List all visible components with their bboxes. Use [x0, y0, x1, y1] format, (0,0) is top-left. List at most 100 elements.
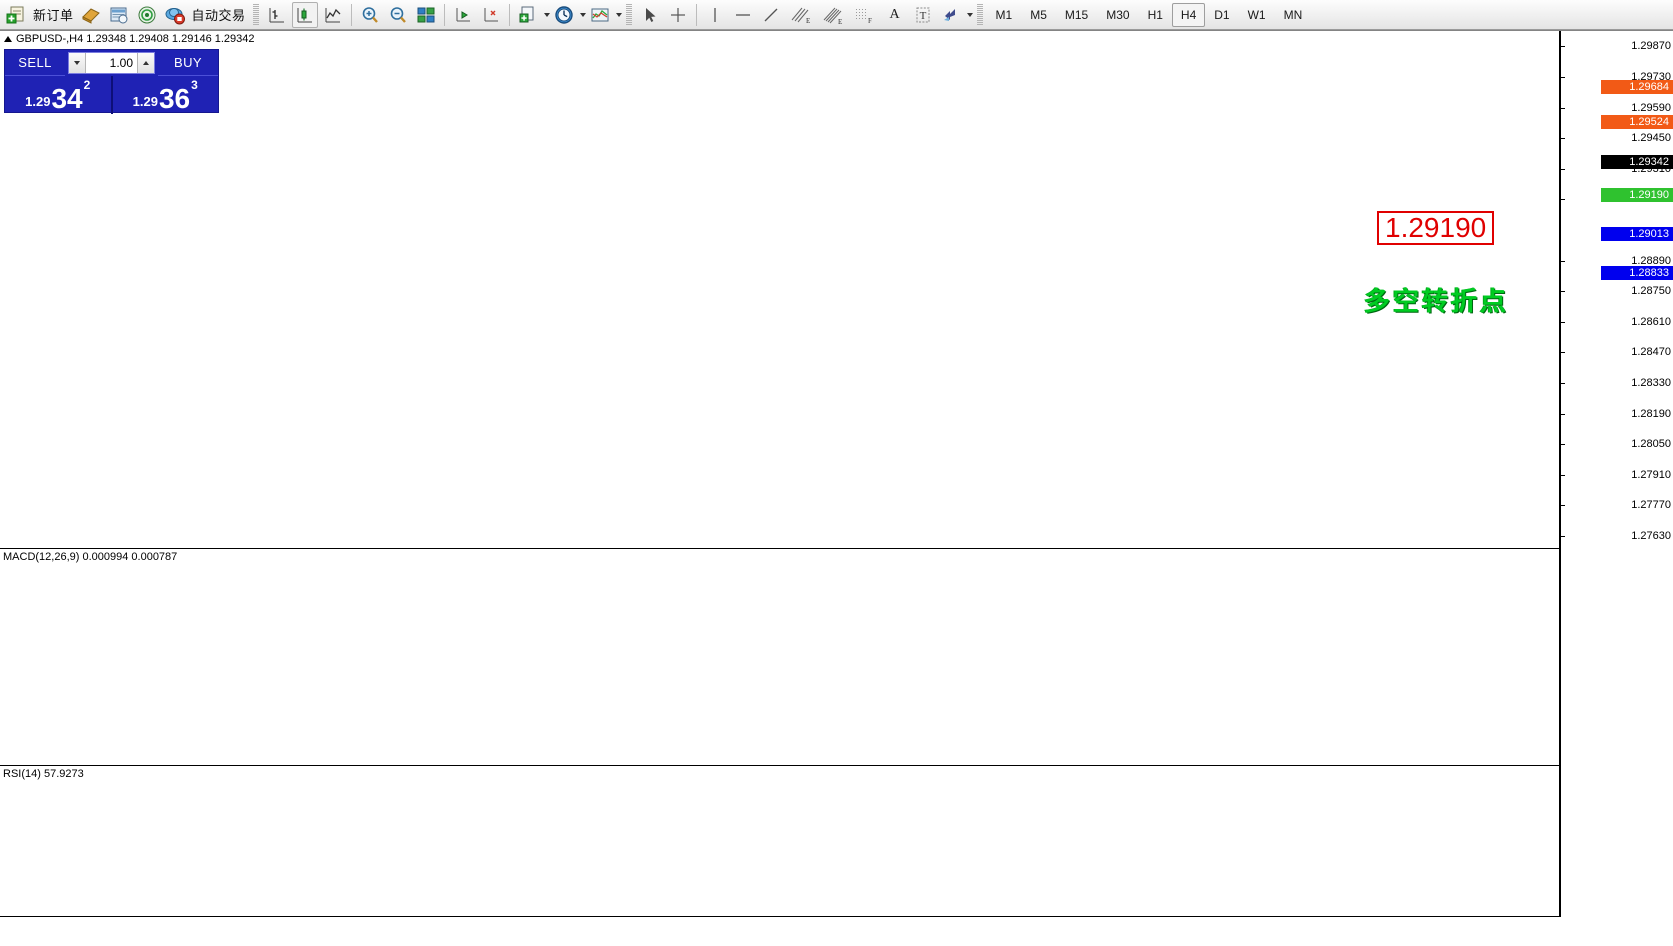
oct-price-row: 1.29 34 2 1.29 36 3: [5, 76, 218, 114]
price-axis-divider: [1559, 31, 1560, 946]
navigator-icon[interactable]: [134, 2, 160, 28]
volume-input[interactable]: 1.00: [109, 56, 133, 70]
trendline-icon[interactable]: [758, 2, 784, 28]
bar-chart-icon[interactable]: [264, 2, 290, 28]
price-axis-label: 1.28470: [1631, 346, 1671, 359]
resistance-line-label[interactable]: 1.29524: [1601, 114, 1673, 129]
chart-shift-icon[interactable]: [450, 2, 476, 28]
chart-title: GBPUSD-,H4 1.29348 1.29408 1.29146 1.293…: [4, 33, 255, 45]
price-axis-label: 1.28750: [1631, 285, 1671, 298]
indicators-icon[interactable]: [587, 2, 613, 28]
rsi-pane[interactable]: RSI(14) 57.9273: [0, 765, 1559, 917]
timeframe-button-d1[interactable]: D1: [1214, 7, 1230, 22]
volume-decrease-button[interactable]: [69, 53, 86, 73]
auto-scroll-icon[interactable]: [478, 2, 504, 28]
timeframe-button-m1[interactable]: M1: [995, 7, 1013, 22]
price-axis[interactable]: 1.298701.297301.295901.294501.293101.291…: [1560, 31, 1673, 917]
volume-stepper[interactable]: 1.00: [68, 52, 155, 74]
price-chart-svg: [0, 31, 1559, 547]
price-axis-label: 1.28050: [1631, 438, 1671, 451]
buy-button[interactable]: BUY: [158, 50, 218, 76]
zoom-in-icon[interactable]: [357, 2, 383, 28]
textbox-icon[interactable]: T: [910, 2, 936, 28]
support-line-label[interactable]: 1.29190: [1601, 187, 1673, 202]
data-window-icon[interactable]: [106, 2, 132, 28]
price-axis-label: 1.28610: [1631, 315, 1671, 328]
sell-button[interactable]: SELL: [5, 50, 65, 76]
text-icon[interactable]: A: [889, 6, 900, 22]
toolbar-separator: [443, 3, 445, 26]
periods-icon[interactable]: [551, 2, 577, 28]
chart-title-text: GBPUSD-,H4 1.29348 1.29408 1.29146 1.293…: [16, 33, 255, 45]
price-axis-tick: [1561, 138, 1565, 140]
equidistant-channel-icon[interactable]: E: [786, 2, 816, 28]
buy-price-display[interactable]: 1.29 36 3: [113, 76, 219, 114]
price-axis-tick: [1561, 260, 1565, 262]
line-chart-icon[interactable]: [320, 2, 346, 28]
price-axis-label: 1.27910: [1631, 468, 1671, 481]
chart-canvas-area[interactable]: GBPUSD-,H4 1.29348 1.29408 1.29146 1.293…: [0, 30, 1673, 946]
toolbar-grip[interactable]: [976, 3, 983, 26]
toolbar-grip[interactable]: [252, 3, 259, 26]
autotrading-icon[interactable]: [162, 2, 188, 28]
vline-icon[interactable]: [702, 2, 728, 28]
pivot-line-label[interactable]: 1.28833: [1601, 266, 1673, 281]
buy-price-big: 36: [158, 83, 191, 114]
templates-dropdown-caret[interactable]: [543, 12, 550, 17]
book-icon[interactable]: [78, 2, 104, 28]
text-label-icon[interactable]: F: [850, 2, 880, 28]
price-axis-label: 1.28190: [1631, 407, 1671, 420]
price-axis-tick: [1561, 168, 1565, 170]
autotrading-label[interactable]: 自动交易: [191, 8, 246, 23]
timeframe-button-m5[interactable]: M5: [1030, 7, 1047, 22]
price-axis-tick: [1561, 76, 1565, 78]
resistance-line-label[interactable]: 1.29684: [1601, 79, 1673, 94]
price-axis-label: 1.27630: [1631, 530, 1671, 543]
sell-price-big: 34: [51, 83, 83, 114]
new-order-label[interactable]: 新订单: [33, 8, 74, 23]
price-axis-tick: [1561, 46, 1565, 48]
new-order-icon[interactable]: [3, 2, 29, 28]
price-axis-tick: [1561, 383, 1565, 385]
hline-icon[interactable]: [730, 2, 756, 28]
timeframe-button-w1[interactable]: W1: [1247, 7, 1266, 22]
crosshair-icon[interactable]: [665, 2, 691, 28]
timeframe-button-m15[interactable]: M15: [1064, 7, 1089, 22]
macd-label: MACD(12,26,9) 0.000994 0.000787: [3, 551, 178, 563]
price-pane[interactable]: GBPUSD-,H4 1.29348 1.29408 1.29146 1.293…: [0, 31, 1559, 547]
last-price-label[interactable]: 1.29342: [1601, 154, 1673, 169]
toolbar-separator: [695, 3, 697, 26]
price-axis-tick: [1561, 536, 1565, 538]
chinese-text-annotation[interactable]: 多空转折点: [1364, 287, 1510, 317]
one-click-trading-panel[interactable]: SELL 1.00 BUY 1.29 34 2 1.29: [4, 49, 219, 114]
rsi-label: RSI(14) 57.9273: [3, 768, 84, 780]
svg-text:F: F: [868, 17, 872, 25]
candlestick-icon[interactable]: [291, 1, 318, 28]
volume-increase-button[interactable]: [137, 53, 154, 73]
toolbar-grip[interactable]: [625, 3, 632, 26]
collapse-triangle-icon[interactable]: [4, 36, 12, 42]
cursor-icon[interactable]: [637, 2, 663, 28]
price-callout-annotation[interactable]: 1.29190: [1377, 211, 1495, 245]
price-axis-label: 1.29450: [1631, 132, 1671, 145]
rsi-chart-svg: [0, 766, 1559, 918]
periods-dropdown-caret[interactable]: [579, 12, 586, 17]
macd-pane[interactable]: MACD(12,26,9) 0.000994 0.000787: [0, 548, 1559, 764]
arrows-icon[interactable]: [938, 2, 964, 28]
buy-price-point: 3: [191, 78, 198, 92]
timeframe-button-h4[interactable]: H4: [1171, 2, 1206, 27]
sell-price-display[interactable]: 1.29 34 2: [5, 76, 113, 114]
time-axis[interactable]: [0, 916, 1560, 946]
timeframe-button-h1[interactable]: H1: [1147, 7, 1163, 22]
price-axis-tick: [1561, 352, 1565, 354]
timeframe-button-mn[interactable]: MN: [1283, 7, 1303, 22]
fibo-icon[interactable]: E: [818, 2, 848, 28]
indicators-dropdown-caret[interactable]: [615, 12, 622, 17]
templates-icon[interactable]: [515, 2, 541, 28]
pivot-line-label[interactable]: 1.29013: [1601, 226, 1673, 241]
zoom-out-icon[interactable]: [385, 2, 411, 28]
timeframe-button-m30[interactable]: M30: [1106, 7, 1130, 22]
main-toolbar: 新订单: [0, 0, 1673, 30]
arrows-dropdown-caret[interactable]: [966, 12, 973, 17]
tile-windows-icon[interactable]: [413, 2, 439, 28]
